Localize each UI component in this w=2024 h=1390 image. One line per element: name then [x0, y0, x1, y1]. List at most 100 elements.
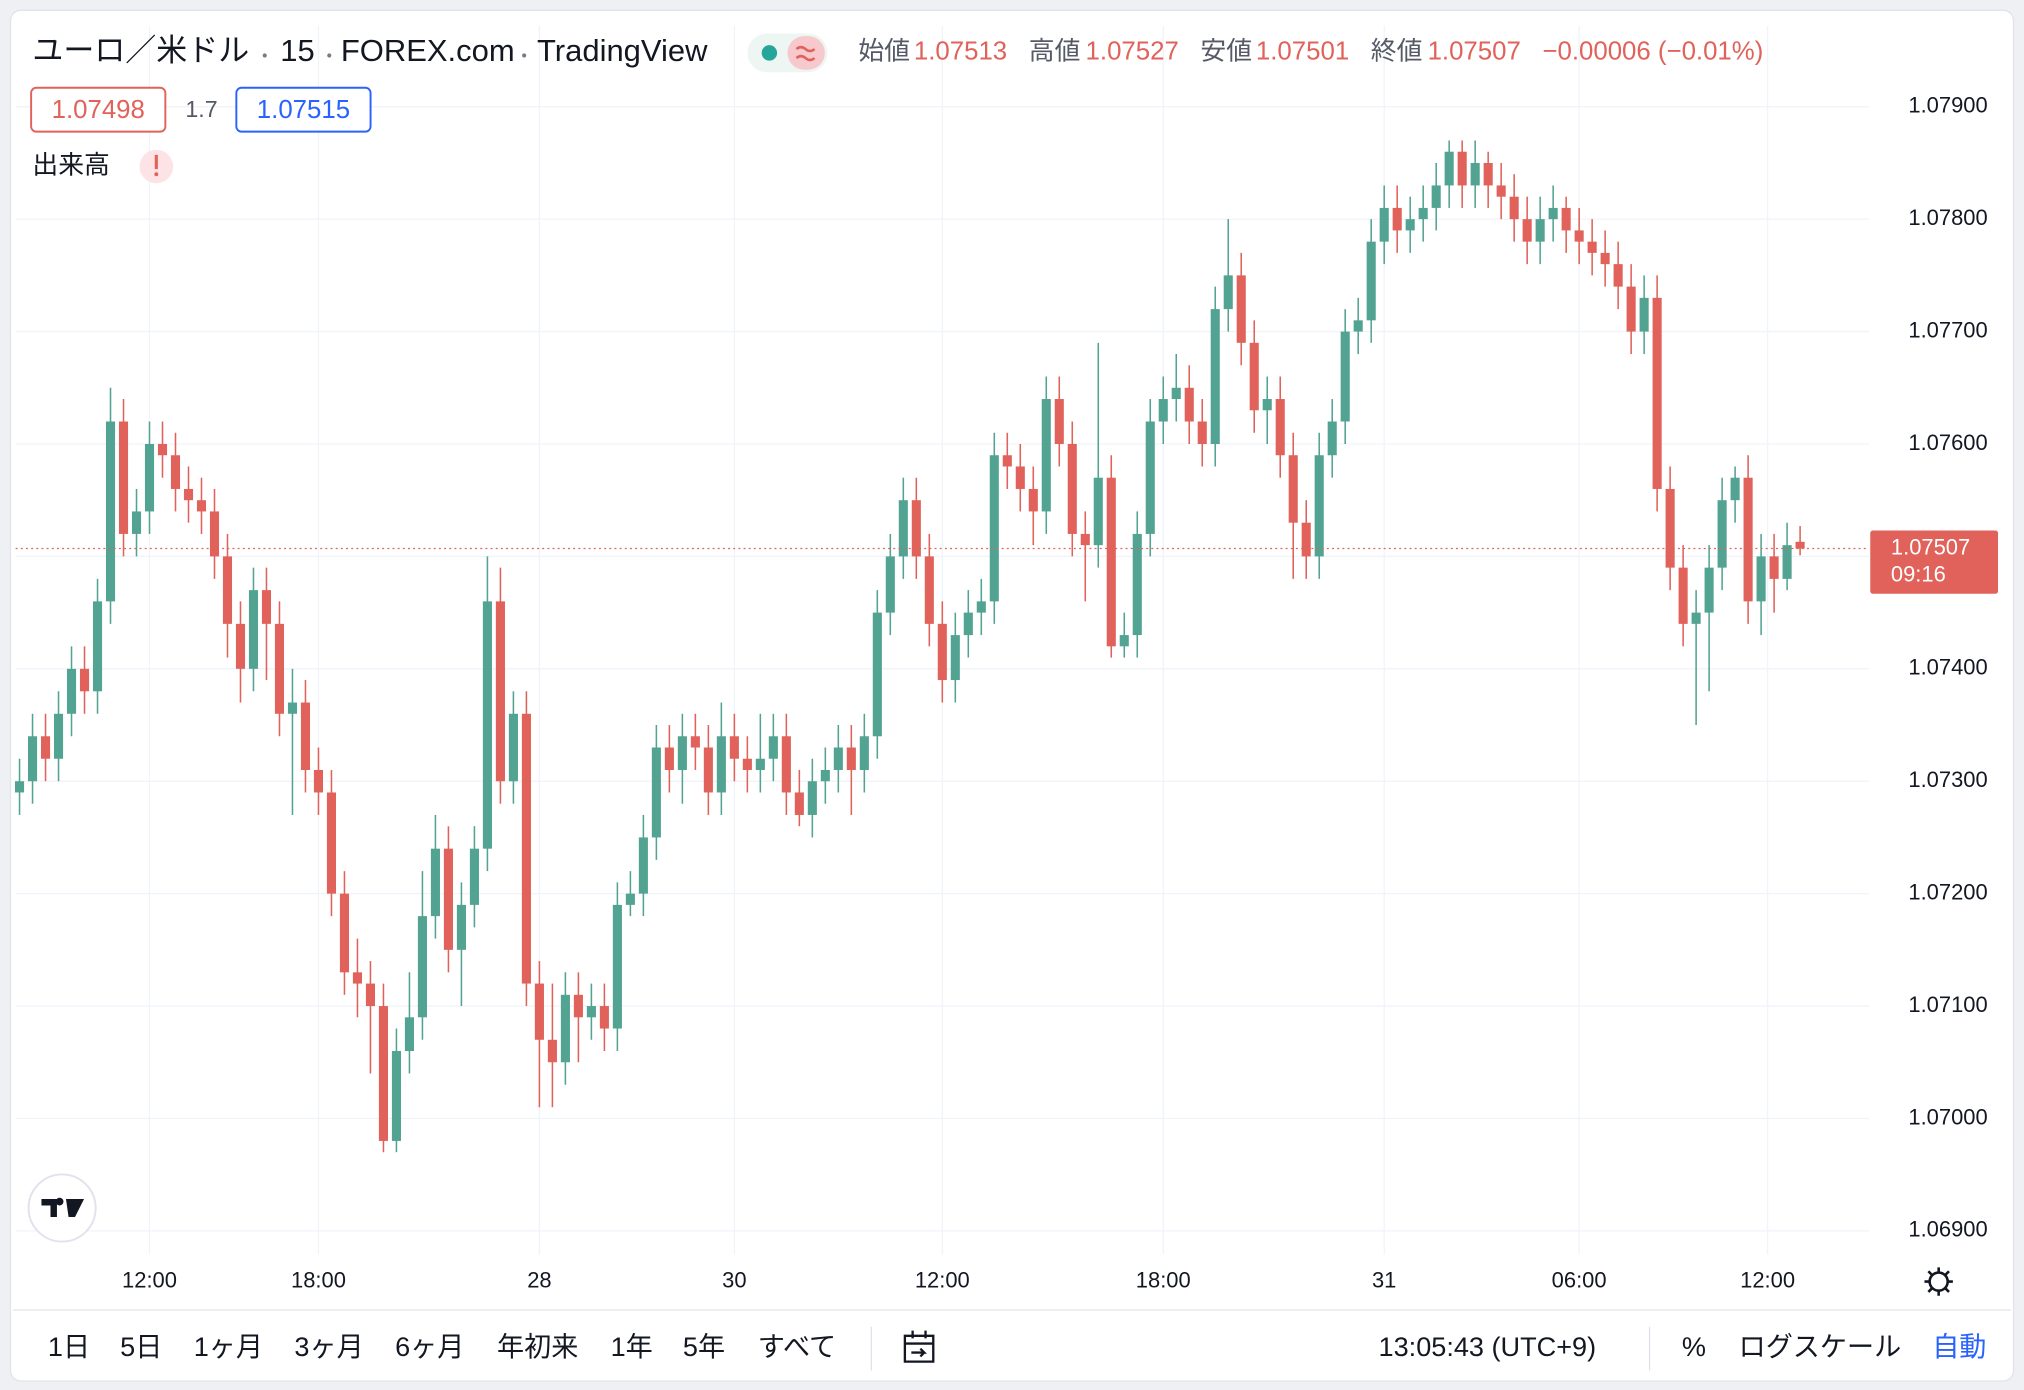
separator [522, 53, 527, 58]
open-value: 1.07513 [914, 38, 1007, 66]
candle-body [1054, 399, 1064, 444]
y-tick-label: 1.07400 [1908, 655, 1987, 680]
candle-body [573, 994, 583, 1018]
candle-body [1392, 207, 1402, 231]
range-button[interactable]: 年初来 [497, 1331, 578, 1362]
candle-body [1249, 342, 1259, 411]
y-tick-label: 1.07100 [1908, 992, 1987, 1017]
x-tick-label: 06:00 [1552, 1267, 1607, 1292]
candle-body [521, 713, 531, 984]
log-scale-toggle[interactable]: ログスケール [1739, 1331, 1902, 1362]
candle-body [1652, 297, 1662, 489]
candle-body [352, 972, 363, 984]
y-tick-label: 1.06900 [1908, 1217, 1987, 1242]
high-label: 高値 [1029, 37, 1081, 66]
candle-body [339, 893, 350, 973]
candle-body [703, 747, 713, 793]
buy-button[interactable] [235, 86, 372, 133]
candle-body [690, 736, 700, 748]
candle-body [222, 556, 233, 624]
candle-body [768, 736, 778, 759]
candle-body [1457, 151, 1467, 186]
percent-toggle[interactable]: % [1682, 1331, 1706, 1362]
candle-body [716, 736, 726, 793]
candle-body [482, 601, 492, 849]
candle-body [911, 500, 921, 557]
candle-body [300, 702, 311, 770]
range-button[interactable]: 3ヶ月 [294, 1331, 363, 1362]
candle-body [1509, 196, 1519, 220]
candle-body [469, 848, 479, 905]
range-button[interactable]: 5年 [683, 1331, 725, 1362]
candle-body [66, 668, 77, 714]
candle-body [1132, 533, 1142, 636]
y-tick-label: 1.07300 [1908, 767, 1987, 792]
date-range-icon[interactable] [903, 1330, 935, 1363]
range-button[interactable]: 1年 [611, 1331, 653, 1362]
candle-body [846, 747, 856, 770]
separator [327, 53, 332, 58]
candle-body [547, 1039, 557, 1063]
x-tick-label: 18:00 [1136, 1267, 1191, 1292]
candle-body [1405, 219, 1415, 231]
candle-body [950, 635, 960, 681]
volume-indicator: 出来高 [32, 150, 109, 179]
candle-body [495, 601, 505, 782]
candle-body [1431, 185, 1441, 208]
candle-body [1275, 399, 1285, 456]
candle-body [1782, 545, 1792, 579]
candle-body [1535, 219, 1545, 242]
candle-body [989, 455, 999, 602]
y-tick-label: 1.07900 [1908, 93, 1987, 118]
last-price-label-box [1870, 530, 1999, 594]
candle-body [885, 556, 895, 613]
candle-body [508, 713, 518, 782]
candle-body [1600, 252, 1610, 265]
y-tick-label: 1.07000 [1908, 1104, 1987, 1129]
x-tick-label: 18:00 [291, 1267, 346, 1292]
candle-body [209, 511, 220, 557]
candle-body [365, 983, 375, 1007]
candle-body [131, 511, 142, 534]
candle-body [1483, 162, 1493, 186]
range-button[interactable]: 1日 [48, 1331, 90, 1362]
candle-body [1197, 421, 1207, 444]
range-button[interactable]: 6ヶ月 [395, 1331, 464, 1362]
candle-body [1223, 275, 1233, 310]
auto-scale-toggle[interactable]: 自動 [1932, 1331, 1986, 1362]
candle-body [534, 983, 544, 1040]
change: −0.00006 (−0.01%) [1542, 38, 1763, 66]
candle-body [638, 837, 648, 894]
candle-body [651, 747, 661, 838]
candle-body [287, 702, 298, 714]
candle-body [1717, 500, 1727, 568]
candle-body [1613, 264, 1623, 287]
candle-body [859, 736, 869, 770]
spread: 1.7 [185, 96, 217, 122]
clock: 13:05:43 (UTC+9) [1379, 1331, 1597, 1362]
y-tick-label: 1.07600 [1908, 430, 1987, 455]
candle-body [1795, 541, 1805, 549]
candles [14, 140, 1805, 1153]
candle-body [1574, 230, 1584, 242]
candle-body [404, 1017, 414, 1052]
warning-icon [154, 154, 158, 170]
candle-body [1067, 443, 1077, 534]
range-button[interactable]: 5日 [120, 1331, 162, 1362]
sell-button[interactable] [30, 86, 167, 133]
candle-body [1119, 635, 1129, 647]
candle-body [1548, 207, 1558, 220]
countdown: 09:16 [1891, 561, 1946, 586]
logo[interactable] [27, 1173, 97, 1243]
candle-body [326, 792, 337, 894]
range-button[interactable]: 1ヶ月 [194, 1331, 263, 1362]
candle-body [40, 736, 51, 759]
delay-badge [787, 36, 825, 70]
x-tick-label: 12:00 [915, 1267, 970, 1292]
candle-body [313, 769, 324, 793]
range-button[interactable]: すべて [758, 1331, 836, 1362]
candle-body [235, 623, 246, 669]
candle-body [1639, 297, 1649, 332]
interval[interactable]: 15 [280, 33, 314, 68]
